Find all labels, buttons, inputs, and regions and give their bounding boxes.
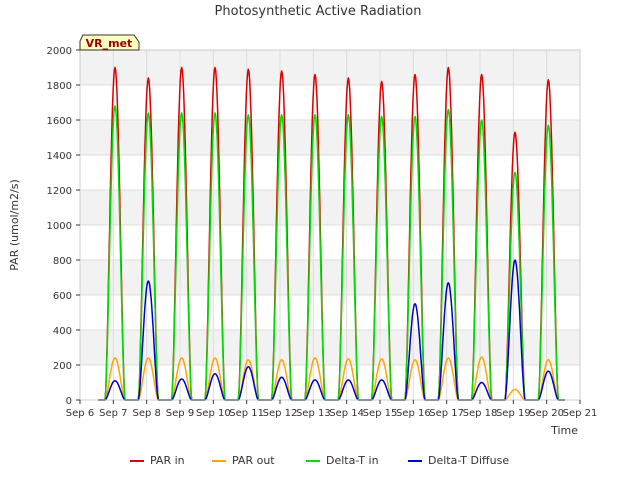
chart-title: Photosynthetic Active Radiation <box>215 4 422 19</box>
plot-band <box>80 365 580 400</box>
site-badge-box <box>79 34 140 51</box>
x-tick-label: Sep 20 <box>529 408 564 419</box>
plot-band <box>80 330 580 365</box>
legend-label: PAR in <box>150 454 185 467</box>
y-tick-label: 200 <box>53 361 72 372</box>
x-tick-label: Sep 16 <box>396 408 431 419</box>
x-tick-label: Sep 17 <box>429 408 464 419</box>
site-badge-label: VR_met <box>86 37 133 50</box>
plot-band <box>80 50 580 85</box>
y-tick-label: 1200 <box>47 186 72 197</box>
y-axis: 0 200 400 600 800 1000 1200 1400 1600 1800 2000 <box>47 46 80 407</box>
x-tick-label: Sep 18 <box>463 408 498 419</box>
x-tick-label: Sep 21 <box>563 408 598 419</box>
legend-label: Delta-T in <box>326 454 379 467</box>
y-tick-label: 1600 <box>47 116 72 127</box>
x-tick-label: Sep 10 <box>196 408 231 419</box>
x-tick-label: Sep 6 <box>66 408 94 419</box>
x-tick-label: Sep 8 <box>132 408 160 419</box>
x-tick-label: Sep 11 <box>229 408 264 419</box>
legend: PAR in PAR out Delta-T in Delta-T Diffuse <box>130 454 509 467</box>
x-tick-label: Sep 13 <box>296 408 331 419</box>
plot-band <box>80 225 580 260</box>
x-tick-label: Sep 9 <box>166 408 194 419</box>
site-badge: VR_met <box>79 34 140 51</box>
x-tick-label: Sep 15 <box>363 408 398 419</box>
y-tick-label: 2000 <box>47 46 72 57</box>
legend-label: Delta-T Diffuse <box>428 454 509 467</box>
y-tick-label: 600 <box>53 291 72 302</box>
y-tick-label: 1800 <box>47 81 72 92</box>
y-axis-label: PAR (umol/m2/s) <box>8 179 21 271</box>
x-tick-label: Sep 12 <box>263 408 298 419</box>
plot-band <box>80 190 580 225</box>
plot-band <box>80 295 580 330</box>
x-tick-label: Sep 19 <box>496 408 531 419</box>
plot-band <box>80 155 580 190</box>
legend-label: PAR out <box>232 454 275 467</box>
x-axis-label: Time <box>550 424 578 437</box>
y-tick-label: 800 <box>53 256 72 267</box>
y-tick-label: 1000 <box>47 221 72 232</box>
y-tick-label: 0 <box>66 396 72 407</box>
x-tick-label: Sep 14 <box>329 408 364 419</box>
y-tick-label: 400 <box>53 326 72 337</box>
plot-band <box>80 120 580 155</box>
x-tick-label: Sep 7 <box>99 408 127 419</box>
plot-band <box>80 85 580 120</box>
plot-background-bands <box>80 50 580 400</box>
y-tick-label: 1400 <box>47 151 72 162</box>
plot-band <box>80 260 580 295</box>
